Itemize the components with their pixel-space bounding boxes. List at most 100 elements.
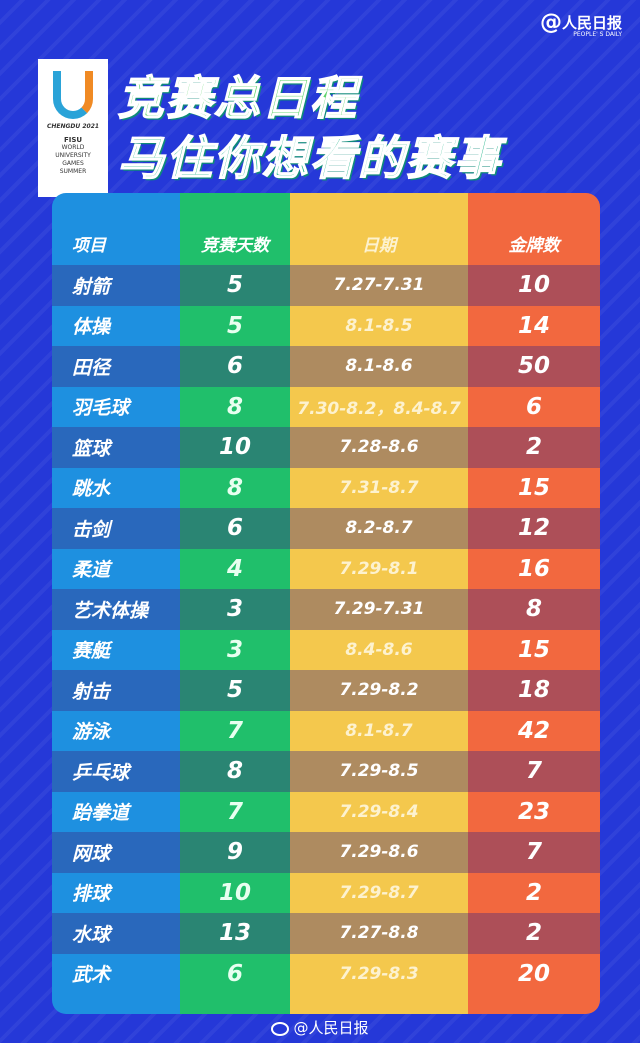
cell-medals: 2: [525, 879, 542, 906]
cell-sport: 游泳: [72, 721, 111, 744]
column-days-bg: [180, 193, 290, 1014]
footer-text: @人民日报: [293, 1019, 369, 1037]
table-row: 赛艇 3 8.4-8.6 15: [52, 630, 600, 671]
cell-days: 8: [226, 393, 243, 420]
cell-sport: 击剑: [72, 518, 111, 541]
table-row: 跆拳道 7 7.29-8.4 23: [52, 792, 600, 833]
table-row: 水球 13 7.27-8.8 2: [52, 913, 600, 954]
table-row: 网球 9 7.29-8.6 7: [52, 832, 600, 873]
cell-sport: 篮球: [72, 437, 111, 460]
cell-dates: 7.30-8.2，8.4-8.7: [297, 399, 461, 420]
cell-dates: 7.28-8.6: [339, 437, 419, 458]
table-row: 射箭 5 7.27-7.31 10: [52, 265, 600, 306]
cell-sport: 柔道: [72, 559, 111, 582]
table-row: 击剑 6 8.2-8.7 12: [52, 508, 600, 549]
cell-dates: 8.1-8.5: [345, 315, 413, 336]
logo-city: CHENGDU 2021: [46, 123, 100, 130]
table-row: 排球 10 7.29-8.7 2: [52, 873, 600, 914]
brand-name: 人民日报: [561, 14, 622, 32]
u-emblem-icon: [53, 71, 93, 119]
cell-days: 7: [226, 798, 243, 825]
cell-dates: 7.29-7.31: [333, 599, 425, 620]
cell-days: 10: [218, 879, 251, 906]
logo-line: SUMMER: [59, 168, 87, 175]
cell-medals: 16: [517, 555, 550, 582]
cell-sport: 乒乓球: [72, 761, 130, 784]
cell-days: 5: [226, 272, 243, 299]
cell-days: 10: [218, 434, 251, 461]
cell-medals: 15: [517, 474, 550, 501]
logo-line: GAMES: [62, 160, 84, 167]
at-sign: @: [539, 10, 562, 35]
header-dates: 日期: [362, 235, 396, 256]
column-dates-bg: [290, 193, 468, 1014]
cell-sport: 武术: [72, 964, 111, 987]
cell-sport: 田径: [72, 356, 111, 379]
column-sport-bg: [52, 193, 180, 1014]
peoples-daily-logo: @人民日报 PEOPLE' S DAILY: [540, 10, 622, 38]
cell-sport: 射箭: [72, 275, 111, 298]
cell-dates: 8.4-8.6: [345, 639, 413, 660]
cell-sport: 跳水: [72, 478, 111, 501]
cell-dates: 7.29-8.7: [339, 882, 419, 903]
universiade-logo: CHENGDU 2021 FISU WORLD UNIVERSITY GAMES…: [38, 59, 108, 197]
cell-medals: 14: [517, 312, 550, 339]
table-row: 武术 6 7.29-8.3 20: [52, 954, 600, 995]
table-row: 跳水 8 7.31-8.7 15: [52, 468, 600, 509]
cell-medals: 2: [525, 920, 542, 947]
cell-medals: 20: [517, 960, 550, 987]
cell-medals: 10: [517, 272, 550, 299]
header-medals: 金牌数: [508, 235, 560, 256]
title-line-1: 竞赛总日程: [117, 70, 358, 126]
table-row: 篮球 10 7.28-8.6 2: [52, 427, 600, 468]
table-row: 柔道 4 7.29-8.1 16: [52, 549, 600, 590]
cell-days: 8: [226, 758, 243, 785]
table-row: 田径 6 8.1-8.6 50: [52, 346, 600, 387]
cell-days: 4: [226, 555, 243, 582]
cell-medals: 12: [517, 515, 550, 542]
title-line-2: 马住你想看的赛事: [117, 130, 502, 186]
cell-days: 6: [226, 960, 243, 987]
cell-sport: 跆拳道: [72, 802, 130, 825]
cell-sport: 羽毛球: [72, 397, 130, 420]
cell-medals: 23: [517, 798, 550, 825]
cell-dates: 8.2-8.7: [345, 518, 413, 539]
cell-dates: 7.31-8.7: [339, 477, 419, 498]
cell-medals: 50: [517, 353, 550, 380]
logo-line: WORLD: [61, 144, 85, 151]
cell-medals: 7: [525, 758, 542, 785]
cell-days: 6: [226, 353, 243, 380]
cell-medals: 18: [517, 677, 550, 704]
table-row: 羽毛球 8 7.30-8.2，8.4-8.7 6: [52, 387, 600, 428]
table-row: 射击 5 7.29-8.2 18: [52, 670, 600, 711]
cell-sport: 水球: [72, 923, 111, 946]
cell-days: 5: [226, 312, 243, 339]
table-row: 艺术体操 3 7.29-7.31 8: [52, 589, 600, 630]
header-sport: 项目: [72, 235, 106, 256]
cell-days: 13: [218, 920, 251, 947]
cell-dates: 8.1-8.6: [345, 356, 413, 377]
cell-dates: 7.29-8.2: [339, 680, 419, 701]
cell-dates: 7.27-7.31: [333, 275, 425, 296]
cell-dates: 7.29-8.6: [339, 842, 419, 863]
schedule-table: 项目 竞赛天数 日期 金牌数 射箭 5 7.27-7.31 10 体操 5 8.1-8.5 1…: [52, 193, 600, 1014]
weibo-icon: [271, 1021, 290, 1036]
cell-days: 5: [226, 677, 243, 704]
cell-days: 3: [226, 596, 243, 623]
cell-medals: 7: [525, 839, 542, 866]
cell-medals: 15: [517, 636, 550, 663]
cell-dates: 8.1-8.7: [345, 720, 413, 741]
cell-days: 8: [226, 474, 243, 501]
table-header: 项目 竞赛天数 日期 金牌数: [52, 223, 600, 264]
cell-sport: 艺术体操: [72, 599, 149, 622]
cell-medals: 8: [525, 596, 542, 623]
logo-line: UNIVERSITY: [55, 152, 91, 159]
cell-sport: 赛艇: [72, 640, 111, 663]
cell-medals: 2: [525, 434, 542, 461]
column-medals-bg: [468, 193, 600, 1014]
header-days: 竞赛天数: [201, 235, 269, 256]
logo-org: FISU: [63, 136, 83, 144]
cell-dates: 7.29-8.3: [339, 963, 419, 984]
cell-days: 6: [226, 515, 243, 542]
cell-dates: 7.29-8.1: [339, 558, 419, 579]
